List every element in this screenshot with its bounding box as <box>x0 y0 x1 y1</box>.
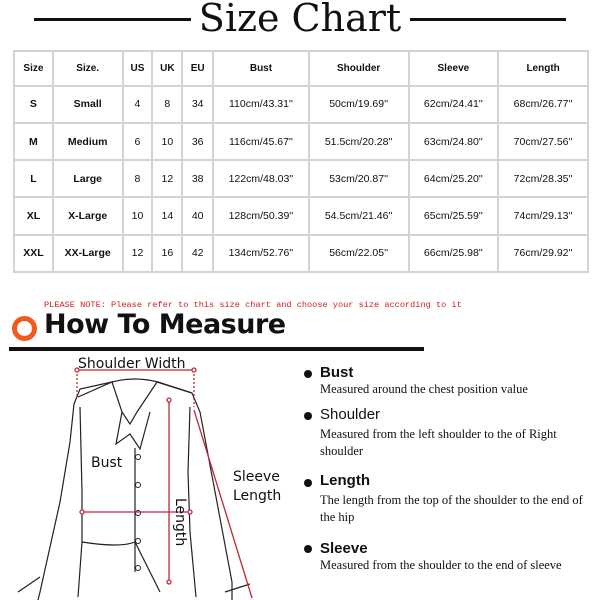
table-cell: L <box>13 159 54 199</box>
table-cell: Large <box>51 159 124 199</box>
table-cell: Size. <box>51 50 124 87</box>
shirt-outline <box>17 378 251 600</box>
table-cell: 16 <box>151 233 184 274</box>
table-cell: Medium <box>51 121 124 162</box>
table-cell: 12 <box>151 159 184 199</box>
table-row: S Small 4 8 34 110cm/43.31'' 50cm/19.69'' 62cm/… <box>13 84 589 124</box>
heading-divider <box>9 347 424 351</box>
bullet-icon <box>304 479 312 487</box>
table-cell: US <box>121 50 154 87</box>
how-to-measure-heading: How To Measure <box>44 309 286 340</box>
table-cell: 36 <box>181 121 215 162</box>
size-chart-header: Size Chart <box>0 0 600 42</box>
table-cell: Small <box>51 84 124 124</box>
table-cell: 10 <box>151 121 184 162</box>
table-cell: 63cm/24.80'' <box>407 121 500 162</box>
table-cell: Sleeve <box>407 50 500 87</box>
table-cell: EU <box>181 50 215 87</box>
bullet-icon <box>304 412 312 420</box>
button-icons <box>135 454 141 571</box>
table-cell: 128cm/50.39'' <box>212 196 310 236</box>
table-cell: 6 <box>121 121 154 162</box>
table-cell: 62cm/24.41'' <box>407 84 500 124</box>
orange-circle-icon <box>12 316 37 341</box>
table-cell: 4 <box>121 84 154 124</box>
table-cell: 34 <box>181 84 215 124</box>
table-cell: 134cm/52.76'' <box>212 233 310 274</box>
table-cell: 8 <box>151 84 184 124</box>
table-cell: 8 <box>121 159 154 199</box>
table-cell: Bust <box>212 50 310 87</box>
table-cell: 53cm/20.87'' <box>307 159 410 199</box>
table-cell: 51.5cm/20.28'' <box>307 121 410 162</box>
table-cell: M <box>13 121 54 162</box>
bullet-icon <box>304 545 312 553</box>
table-cell: 66cm/25.98'' <box>407 233 500 274</box>
size-table: Size Size. US UK EU Bust Shoulder Sleeve Length S… <box>13 50 589 274</box>
length-label: Length <box>172 498 188 547</box>
table-cell: 14 <box>151 196 184 236</box>
table-cell: 68cm/26.77'' <box>497 84 589 124</box>
page-title: Size Chart <box>0 0 600 40</box>
table-cell: 116cm/45.67'' <box>212 121 310 162</box>
table-cell: S <box>13 84 54 124</box>
table-cell: Length <box>497 50 589 87</box>
table-cell: 64cm/25.20'' <box>407 159 500 199</box>
table-cell: 12 <box>121 233 154 274</box>
bust-label: Bust <box>91 455 123 471</box>
table-cell: XXL <box>13 233 54 274</box>
table-header-row: Size Size. US UK EU Bust Shoulder Sleeve Length <box>13 50 589 87</box>
sleeve-length-label-2: Length <box>233 488 282 504</box>
table-cell: XL <box>13 196 54 236</box>
table-cell: 70cm/27.56'' <box>497 121 589 162</box>
table-row: M Medium 6 10 36 116cm/45.67'' 51.5cm/20.28'' 6… <box>13 121 589 162</box>
table-cell: 54.5cm/21.46'' <box>307 196 410 236</box>
table-cell: 38 <box>181 159 215 199</box>
title-divider-left <box>34 18 194 21</box>
table-cell: UK <box>151 50 184 87</box>
size-note: PLEASE NOTE: Please refer to this size c… <box>44 300 462 310</box>
table-cell: 40 <box>181 196 215 236</box>
table-cell: 10 <box>121 196 154 236</box>
table-cell: 56cm/22.05'' <box>307 233 410 274</box>
sleeve-length-label-1: Sleeve <box>233 469 280 485</box>
bullet-icon <box>304 370 312 378</box>
shirt-diagram <box>17 367 253 600</box>
measure-lines <box>74 367 253 599</box>
table-cell: 110cm/43.31'' <box>212 84 310 124</box>
table-cell: 65cm/25.59'' <box>407 196 500 236</box>
table-row: XXL XX-Large 12 16 42 134cm/52.76'' 56cm/22.05… <box>13 233 589 274</box>
table-row: L Large 8 12 38 122cm/48.03'' 53cm/20.87'' 64cm… <box>13 159 589 199</box>
title-divider-right <box>410 18 566 21</box>
table-cell: X-Large <box>51 196 124 236</box>
table-cell: 74cm/29.13'' <box>497 196 589 236</box>
table-cell: Shoulder <box>307 50 410 87</box>
shoulder-width-label: Shoulder Width <box>78 356 186 372</box>
table-cell: 72cm/28.35'' <box>497 159 589 199</box>
table-cell: 122cm/48.03'' <box>212 159 310 199</box>
table-row: XL X-Large 10 14 40 128cm/50.39'' 54.5cm/21.46… <box>13 196 589 236</box>
table-cell: XX-Large <box>51 233 124 274</box>
table-cell: 50cm/19.69'' <box>307 84 410 124</box>
table-cell: Size <box>13 50 54 87</box>
table-cell: 42 <box>181 233 215 274</box>
table-cell: 76cm/29.92'' <box>497 233 589 274</box>
